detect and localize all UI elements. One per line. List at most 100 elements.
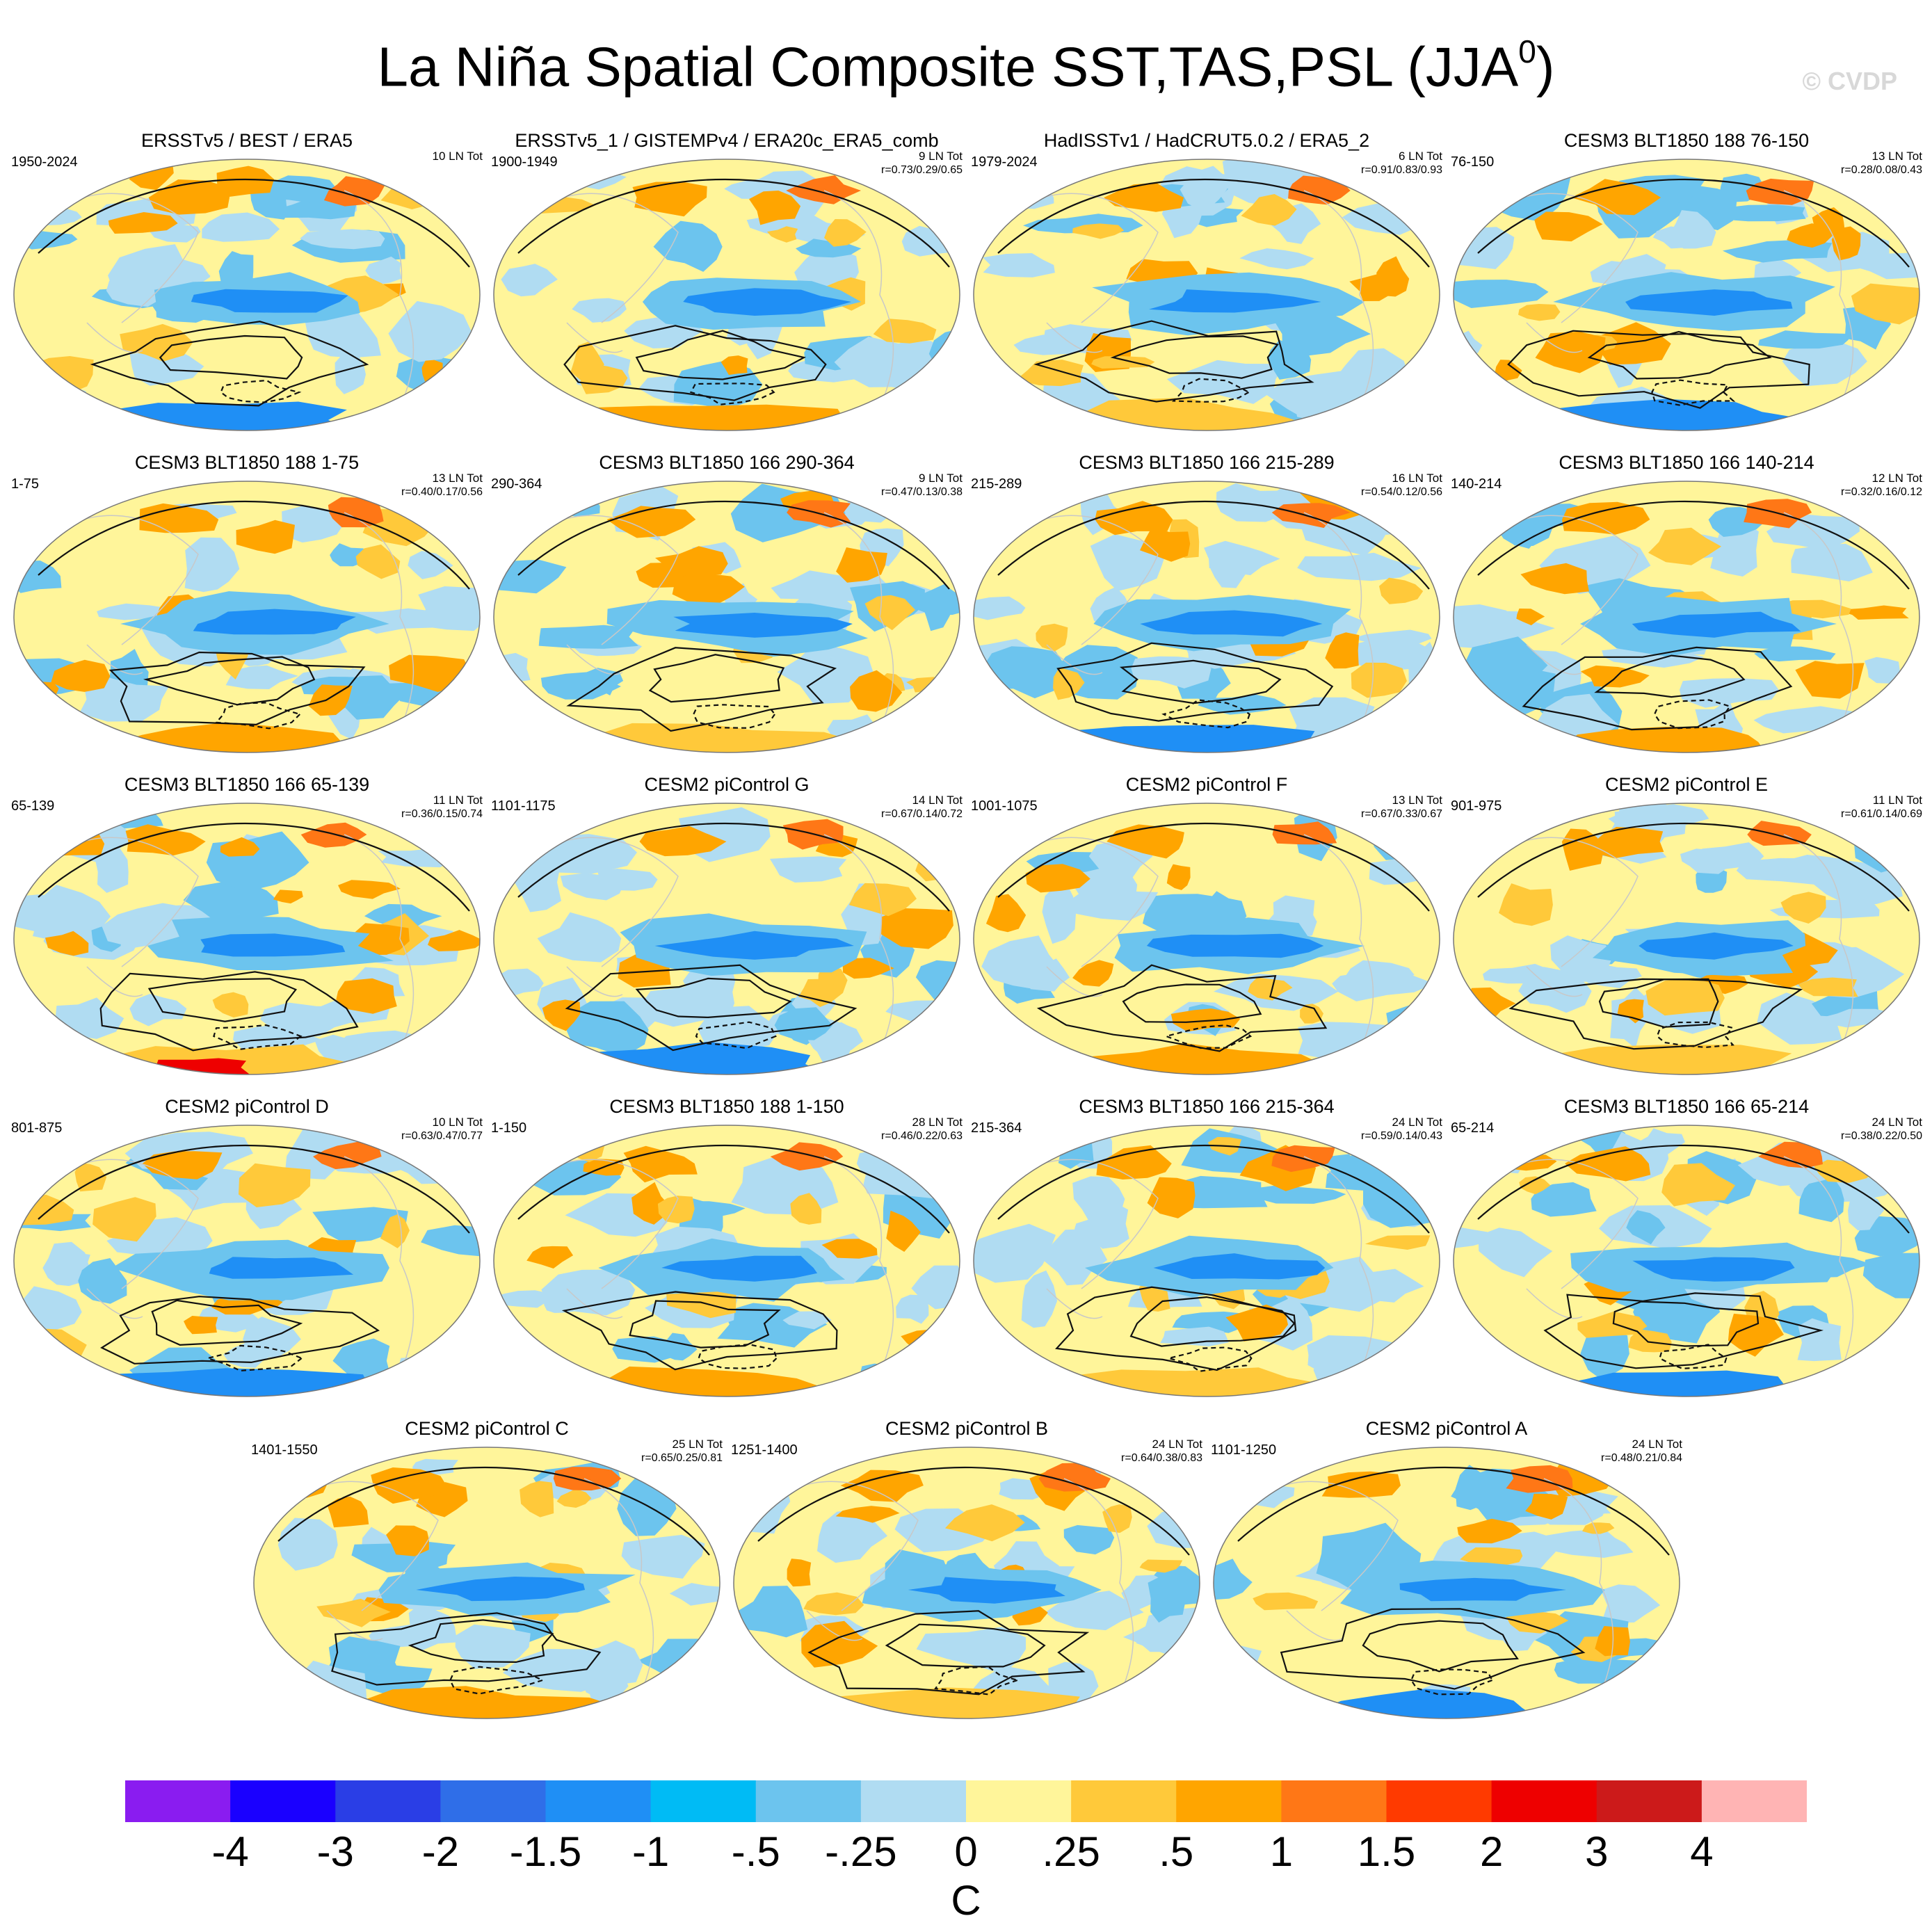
map-outline	[1453, 803, 1920, 1075]
coastlines	[1491, 512, 1854, 722]
colorbar-tick-label: 1	[1269, 1828, 1294, 1875]
panel-correlation: r=0.91/0.83/0.93	[1361, 164, 1442, 176]
panel-title: ERSSTv5 / BEST / ERA5	[140, 130, 353, 151]
colorbar-tick-label: 0	[954, 1828, 978, 1875]
panel-years: 1101-1175	[491, 798, 556, 814]
psl-contours	[1477, 822, 1910, 1050]
sst-anomaly-field	[14, 803, 480, 1074]
panel-event-count: 13 LN Tot	[1871, 150, 1922, 163]
map-panel: CESM2 piControl E 901-975 11 LN Tot r=0.61/…	[1447, 773, 1926, 1093]
map-outline	[493, 159, 960, 431]
colorbar-tick-label: .25	[1042, 1828, 1100, 1875]
colorbar-tick-label: -2	[421, 1828, 460, 1875]
psl-contours	[517, 500, 950, 732]
colorbar	[125, 1780, 1807, 1822]
colorbar-tick-label: -.5	[731, 1828, 780, 1875]
coastlines	[51, 190, 414, 400]
colorbar-swatch	[230, 1780, 336, 1822]
psl-contours	[517, 178, 950, 405]
psl-contours	[38, 178, 470, 407]
map-image	[973, 159, 1440, 431]
colorbar-swatch	[966, 1780, 1072, 1822]
colorbar-unit: C	[951, 1877, 981, 1924]
map-image	[493, 1125, 960, 1397]
colorbar-tick-label: -.25	[825, 1828, 897, 1875]
panel-title: CESM3 BLT1850 188 1-150	[609, 1096, 844, 1117]
colorbar-tick-label: 2	[1479, 1828, 1504, 1875]
panel-title: CESM3 BLT1850 188 76-150	[1563, 130, 1810, 151]
map-panel: CESM3 BLT1850 166 290-364 290-364 9 LN Tot…	[487, 451, 967, 771]
map-outline	[1453, 481, 1920, 753]
panel-years: 1101-1250	[1211, 1442, 1277, 1458]
map-panel: CESM3 BLT1850 188 76-150 76-150 13 LN Tot r…	[1447, 129, 1926, 449]
panel-years: 1-150	[491, 1120, 527, 1136]
map-outline	[13, 803, 481, 1075]
title-text: La Niña Spatial Composite SST,TAS,PSL (J…	[377, 35, 1519, 98]
panel-correlation: r=0.67/0.33/0.67	[1361, 808, 1442, 820]
panel-years: 901-975	[1451, 798, 1502, 814]
map-panel: CESM3 BLT1850 166 140-214 140-214 12 LN To…	[1447, 451, 1926, 771]
panel-years: 1001-1075	[971, 798, 1038, 814]
psl-contours	[997, 178, 1430, 403]
map-outline	[13, 1125, 481, 1397]
panel-event-count: 14 LN Tot	[912, 794, 963, 807]
figure-title: La Niña Spatial Composite SST,TAS,PSL (J…	[0, 21, 1932, 102]
panel-years: 65-214	[1451, 1120, 1495, 1136]
map-image	[13, 159, 481, 431]
coastlines	[1251, 1478, 1614, 1688]
panel-event-count: 16 LN Tot	[1392, 472, 1442, 485]
panel-years: 1900-1949	[491, 154, 558, 170]
psl-contours	[277, 1466, 710, 1695]
sst-anomaly-field	[1454, 481, 1919, 752]
sst-anomaly-field	[1454, 1125, 1919, 1396]
map-outline	[493, 803, 960, 1075]
panel-event-count: 13 LN Tot	[432, 472, 483, 485]
colorbar-tick-label: .5	[1159, 1828, 1194, 1875]
panel-event-count: 11 LN Tot	[433, 794, 483, 807]
map-panel: CESM2 piControl F 1001-1075 13 LN Tot r=0.6…	[967, 773, 1447, 1093]
map-image	[973, 803, 1440, 1075]
panel-title: CESM3 BLT1850 166 215-364	[1079, 1096, 1335, 1117]
sst-anomaly-field	[974, 481, 1440, 752]
panel-correlation: r=0.28/0.08/0.43	[1841, 164, 1922, 176]
panel-correlation: r=0.59/0.14/0.43	[1361, 1130, 1442, 1142]
panel-title: CESM2 piControl E	[1604, 774, 1769, 795]
panel-title: CESM2 piControl B	[885, 1418, 1049, 1439]
sst-anomaly-field	[494, 803, 960, 1074]
coastlines	[291, 1478, 654, 1688]
psl-contours	[38, 822, 470, 1052]
psl-contours	[517, 822, 950, 1052]
sst-anomaly-field	[494, 481, 960, 752]
map-outline	[973, 803, 1440, 1075]
panel-title: CESM3 BLT1850 166 140-214	[1559, 452, 1814, 473]
map-outline	[1213, 1447, 1680, 1719]
map-image	[13, 803, 481, 1075]
colorbar-tick-label: -1	[631, 1828, 670, 1875]
panel-correlation: r=0.64/0.38/0.83	[1121, 1452, 1202, 1464]
coastlines	[51, 1156, 414, 1366]
colorbar-swatch	[125, 1780, 231, 1822]
sst-anomaly-field	[1214, 1447, 1680, 1718]
colorbar-tick-label: -1.5	[509, 1828, 582, 1875]
coastlines	[1491, 190, 1854, 400]
colorbar-tick-label: 4	[1690, 1828, 1714, 1875]
colorbar-swatch	[1071, 1780, 1177, 1822]
coastlines	[1011, 512, 1374, 722]
map-outline	[1453, 159, 1920, 431]
panel-event-count: 9 LN Tot	[918, 150, 963, 163]
map-image	[13, 481, 481, 753]
panel-title: CESM3 BLT1850 166 65-214	[1563, 1096, 1810, 1117]
sst-anomaly-field	[974, 1125, 1440, 1396]
psl-contours	[517, 1144, 950, 1371]
sst-anomaly-field	[974, 159, 1440, 430]
map-outline	[13, 481, 481, 753]
colorbar-swatch	[1386, 1780, 1492, 1822]
panel-title: ERSSTv5_1 / GISTEMPv4 / ERA20c_ERA5_comb	[515, 130, 939, 151]
panel-years: 1950-2024	[11, 154, 78, 170]
coastlines	[1491, 1156, 1854, 1366]
sst-anomaly-field	[734, 1447, 1200, 1718]
sst-anomaly-field	[254, 1447, 720, 1718]
panel-correlation: r=0.67/0.14/0.72	[881, 808, 963, 820]
psl-contours	[997, 500, 1430, 729]
panel-correlation: r=0.47/0.13/0.38	[881, 486, 963, 498]
